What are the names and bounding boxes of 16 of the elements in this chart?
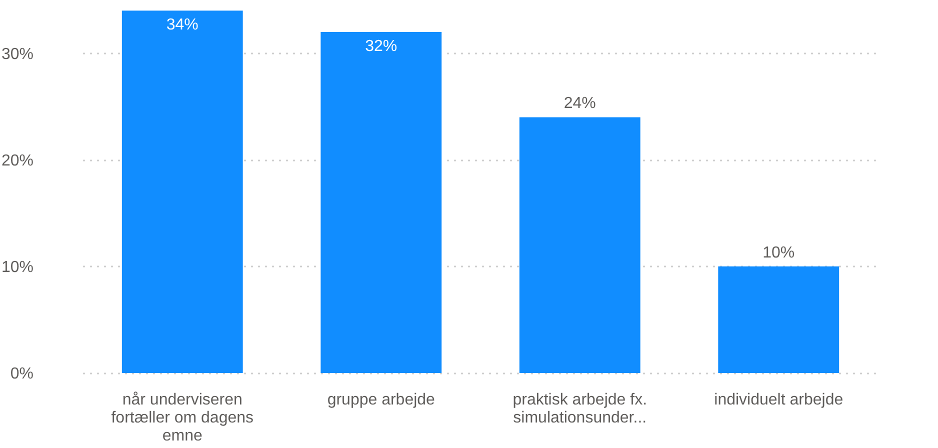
y-tick-label: 20% <box>1 152 34 170</box>
y-tick-label: 10% <box>1 258 34 276</box>
data-label: 24% <box>564 95 596 112</box>
bar <box>519 117 640 373</box>
x-tick-label: individuelt arbejde <box>714 392 844 408</box>
y-tick-label: 30% <box>1 46 34 63</box>
data-label: 34% <box>166 16 198 34</box>
x-tick-label: praktisk arbejde fx. simulationsunder... <box>512 392 648 426</box>
x-tick-label: når underviseren fortæller om dagens emne <box>111 392 254 444</box>
bar <box>122 10 243 373</box>
y-tick-label: 0% <box>10 366 34 382</box>
data-label: 32% <box>365 38 398 55</box>
x-tick-label: gruppe arbejde <box>327 392 436 408</box>
data-label: 10% <box>762 244 795 262</box>
bar <box>320 32 442 373</box>
bar <box>718 266 840 373</box>
